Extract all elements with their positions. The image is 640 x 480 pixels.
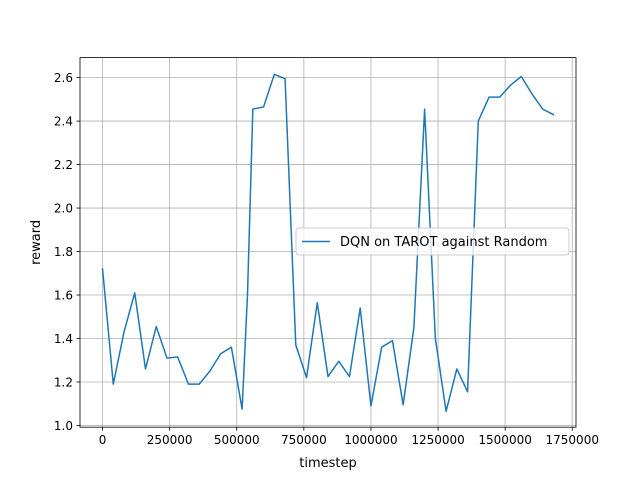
y-tick-label: 2.6 bbox=[54, 71, 73, 85]
grid bbox=[80, 57, 576, 428]
y-tick-label: 1.6 bbox=[54, 289, 73, 303]
x-axis-label: timestep bbox=[299, 456, 357, 471]
x-tick-label: 0 bbox=[99, 433, 107, 447]
legend-box bbox=[295, 227, 570, 256]
y-tick-label: 2.0 bbox=[54, 202, 73, 216]
legend-label: DQN on TAROT against Random bbox=[340, 235, 547, 250]
x-tick-label: 750000 bbox=[281, 433, 327, 447]
plot-frame bbox=[79, 57, 577, 428]
y-axis-label: reward bbox=[29, 220, 44, 265]
y-tick-label: 1.0 bbox=[54, 419, 73, 433]
x-tick-label: 500000 bbox=[214, 433, 260, 447]
x-tick-label: 250000 bbox=[147, 433, 193, 447]
y-axis: 1.0 1.2 1.4 1.6 1.8 2.0 2.2 2.4 2.6 bbox=[54, 71, 80, 433]
y-tick-label: 2.4 bbox=[54, 115, 73, 129]
x-tick-label: 1500000 bbox=[478, 433, 531, 447]
y-tick-label: 1.8 bbox=[54, 245, 73, 259]
x-axis: 0 250000 500000 750000 1000000 1250000 1500000… bbox=[99, 427, 599, 447]
y-tick-label: 2.2 bbox=[54, 158, 73, 172]
x-tick-label: 1000000 bbox=[344, 433, 397, 447]
x-tick-label: 1250000 bbox=[411, 433, 464, 447]
legend: DQN on TAROT against Random bbox=[295, 227, 570, 256]
series-line bbox=[101, 73, 555, 413]
y-tick-label: 1.4 bbox=[54, 332, 73, 346]
x-tick-label: 1750000 bbox=[546, 433, 599, 447]
series-layer bbox=[101, 73, 555, 413]
y-tick-label: 1.2 bbox=[54, 375, 73, 389]
